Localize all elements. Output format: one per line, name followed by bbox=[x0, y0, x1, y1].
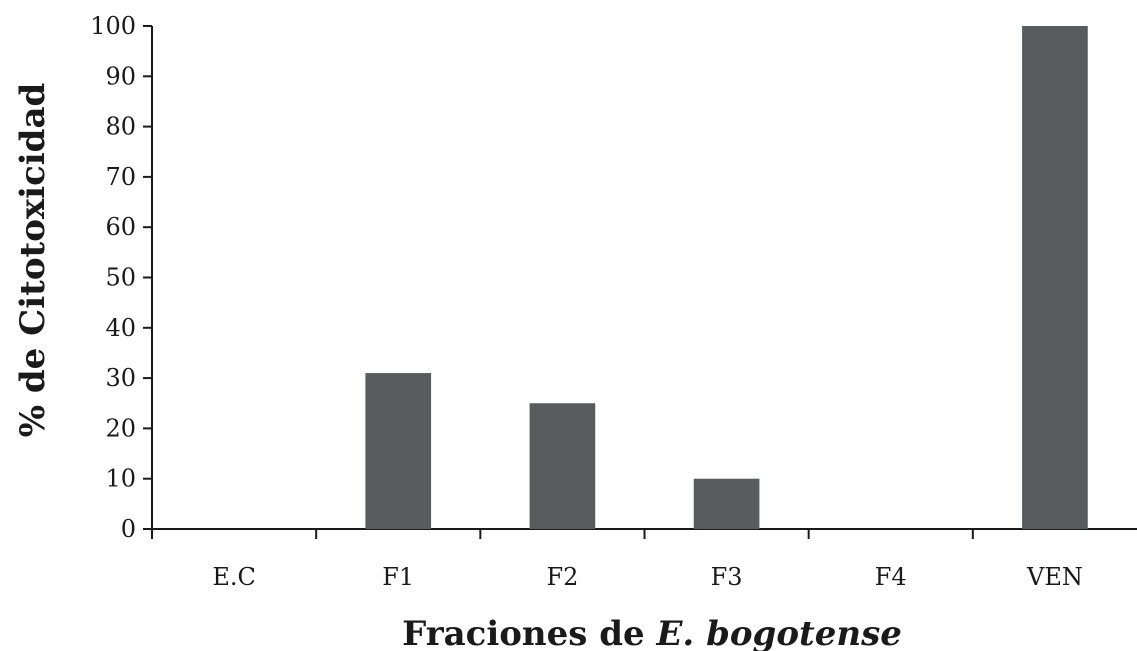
bars bbox=[365, 26, 1088, 529]
y-tick-label: 10 bbox=[105, 465, 136, 493]
y-tick-label: 60 bbox=[105, 213, 136, 241]
x-tick-label: F3 bbox=[711, 563, 743, 591]
y-tick-label: 80 bbox=[105, 113, 136, 141]
y-tick-label: 50 bbox=[105, 264, 136, 292]
x-tick-label: F4 bbox=[875, 563, 907, 591]
y-axis-title: % de Citotoxicidad bbox=[13, 83, 53, 438]
y-tick-label: 70 bbox=[105, 163, 136, 191]
y-tick-label: 20 bbox=[105, 414, 136, 442]
x-axis-title-species: E. bogotense bbox=[656, 614, 902, 651]
y-tick-label: 100 bbox=[90, 12, 136, 40]
x-axis: E.C F1 F2 F3 F4 VEN bbox=[151, 528, 1137, 591]
x-tick-label: E.C bbox=[212, 563, 256, 591]
x-tick-label: F2 bbox=[546, 563, 578, 591]
y-tick-label: 40 bbox=[105, 314, 136, 342]
x-tick-label: F1 bbox=[382, 563, 414, 591]
y-tick-label: 30 bbox=[105, 364, 136, 392]
y-tick-label: 90 bbox=[105, 62, 136, 90]
x-tick-label: VEN bbox=[1026, 563, 1083, 591]
bar-ven bbox=[1022, 26, 1088, 529]
x-axis-title: Fraciones de E. bogotense bbox=[402, 614, 902, 651]
y-axis: 0 10 20 30 40 50 60 70 80 90 100 bbox=[90, 12, 153, 543]
bar-f1 bbox=[365, 373, 432, 529]
y-tick-label: 0 bbox=[121, 515, 136, 543]
x-axis-title-prefix: Fraciones de bbox=[402, 614, 645, 651]
bar-f3 bbox=[693, 478, 760, 529]
bar-f2 bbox=[529, 403, 596, 529]
